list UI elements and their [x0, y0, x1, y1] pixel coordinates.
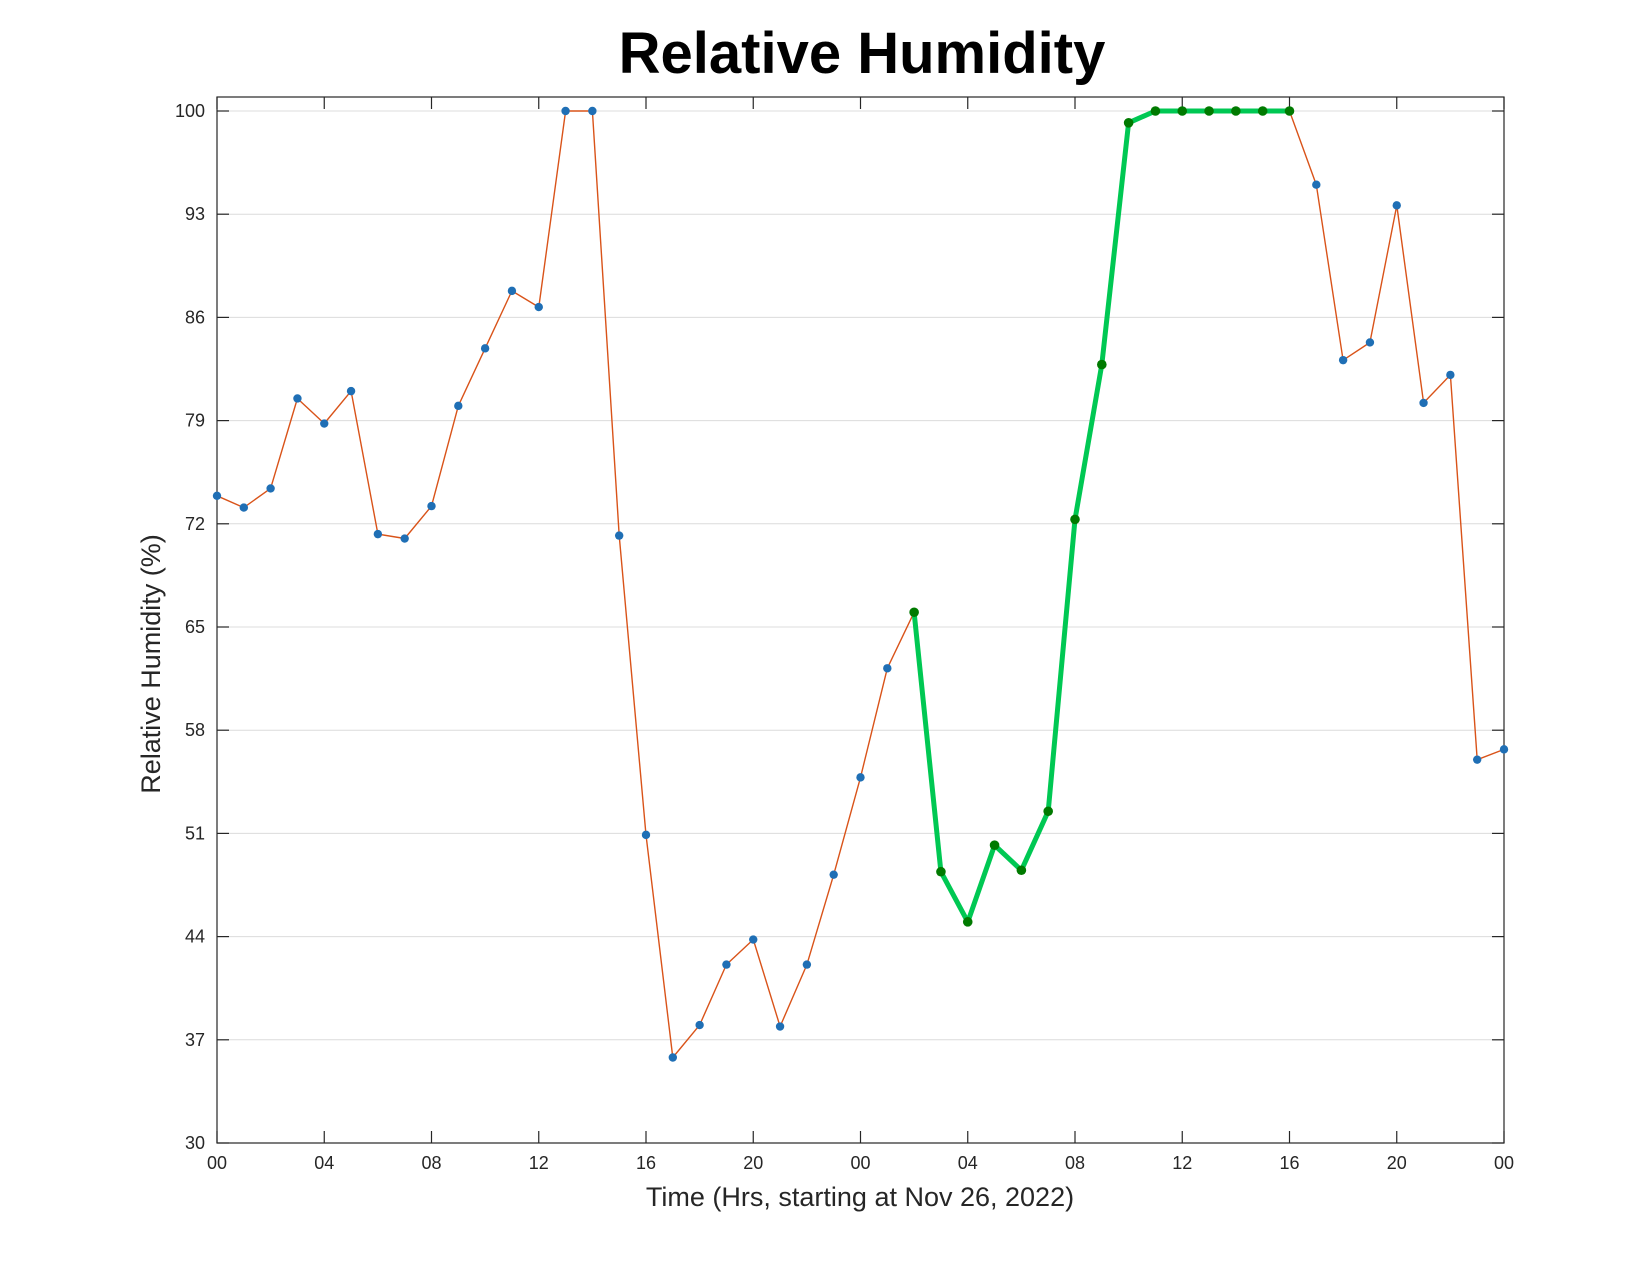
x-tick-label: 04: [958, 1153, 978, 1173]
series-1-point: [989, 840, 1000, 850]
y-tick-label: 72: [185, 514, 205, 534]
series-0-point: [775, 1022, 785, 1031]
series-0-point: [749, 935, 758, 944]
y-tick-label: 58: [185, 720, 205, 740]
x-tick-label: 16: [1279, 1153, 1299, 1173]
series-0-point: [829, 870, 838, 879]
y-tick-label: 37: [185, 1030, 205, 1050]
x-axis-label: Time (Hrs, starting at Nov 26, 2022): [646, 1182, 1074, 1212]
series-1-point: [1016, 865, 1027, 876]
series-0-point: [1499, 745, 1509, 754]
y-tick-label: 51: [185, 823, 205, 843]
series-1-point: [1150, 106, 1161, 116]
series-1-point: [1097, 359, 1107, 370]
series-0-point: [1446, 370, 1455, 380]
x-tick-label: 12: [529, 1153, 549, 1173]
y-tick-label: 86: [185, 307, 205, 327]
series-0-point: [802, 960, 812, 969]
y-tick-label: 30: [185, 1133, 205, 1153]
y-tick-label: 100: [175, 101, 205, 121]
series-0-point: [1365, 338, 1375, 347]
x-tick-label: 20: [743, 1153, 763, 1173]
series-0-point: [588, 106, 597, 116]
x-tick-label: 12: [1172, 1153, 1192, 1173]
x-tick-labels: 00 04 08 12 16 20 00 04 08 12 16 20 00: [207, 1153, 1514, 1173]
y-tick-label: 79: [185, 411, 205, 431]
series-1-point: [1231, 106, 1241, 116]
x-tick-label: 20: [1387, 1153, 1407, 1173]
series-1-point: [909, 607, 919, 618]
y-tick-label: 44: [185, 927, 205, 947]
series-0-point: [722, 960, 731, 969]
series-lines: [216, 108, 1505, 1059]
x-tick-label: 08: [1065, 1153, 1085, 1173]
series-0-line: [216, 110, 1505, 1059]
series-0-point: [480, 344, 490, 353]
y-tick-labels: 30 37 44 51 58 65 72 79 86 93 100: [175, 101, 205, 1153]
x-tick-label: 08: [421, 1153, 441, 1173]
series-0-point: [266, 484, 275, 493]
series-0-point: [1419, 398, 1428, 408]
axis-ticks: [216, 97, 1505, 1144]
x-tick-label: 00: [1494, 1153, 1514, 1173]
series-1-point: [1123, 117, 1134, 128]
series-0-point: [1472, 755, 1482, 764]
series-1-point: [1070, 514, 1080, 525]
series-1-point: [1284, 106, 1295, 116]
series-0-point: [695, 1020, 704, 1030]
series-0-point: [320, 419, 329, 428]
series-0-point: [507, 286, 517, 296]
y-axis-label: Relative Humidity (%): [136, 534, 166, 794]
y-tick-label: 93: [185, 204, 205, 224]
gridlines: [217, 110, 1504, 1041]
series-markers: [212, 106, 1509, 1062]
series-0-point: [373, 529, 383, 539]
series-0-point: [427, 501, 436, 511]
x-tick-label: 04: [314, 1153, 334, 1173]
series-0-point: [856, 773, 865, 782]
series-0-point: [1312, 180, 1321, 189]
series-1-point: [1257, 106, 1268, 116]
series-1-point: [1177, 106, 1188, 116]
plot-area-box: [216, 96, 1505, 1144]
x-tick-label: 00: [207, 1153, 227, 1173]
series-0-point: [561, 106, 570, 116]
series-1-line: [911, 108, 1290, 925]
series-0-point: [346, 386, 356, 396]
series-1-point: [936, 866, 946, 877]
series-0-point: [883, 664, 892, 673]
series-0-point: [614, 531, 624, 540]
series-0-point: [400, 534, 409, 543]
series-0-point: [1392, 201, 1401, 210]
series-0-point: [212, 491, 222, 500]
series-0-point: [534, 302, 543, 312]
series-0-point: [239, 503, 249, 512]
series-1-point: [1204, 106, 1214, 116]
series-0-point: [293, 394, 302, 403]
x-tick-label: 00: [850, 1153, 870, 1173]
series-0-point: [641, 830, 651, 840]
series-1-point: [962, 917, 973, 927]
series-0-point: [668, 1053, 678, 1062]
chart-title: Relative Humidity: [619, 21, 1106, 86]
x-tick-label: 16: [636, 1153, 656, 1173]
series-0-point: [1338, 355, 1348, 365]
y-tick-label: 65: [185, 617, 205, 637]
series-1-point: [1043, 806, 1053, 817]
series-0-point: [454, 401, 463, 411]
